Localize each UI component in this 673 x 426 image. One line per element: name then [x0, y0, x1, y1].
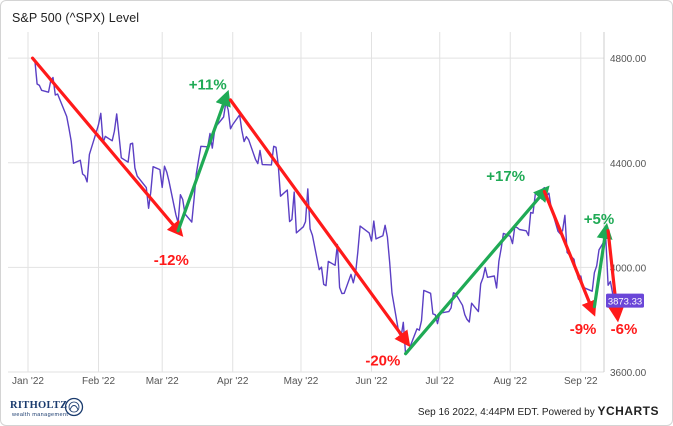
x-tick-label: Apr '22 — [217, 376, 249, 387]
decline-arrow — [542, 189, 597, 317]
last-value-badge-bg — [606, 293, 644, 308]
credit-text: Sep 16 2022, 4:44PM EDT. Powered by — [417, 407, 598, 418]
axes: 3600.00 4000.00 4400.00 4800.00 Jan '22 Feb '… — [12, 54, 647, 387]
grid-lines — [8, 32, 605, 373]
ycharts-brand[interactable]: YCHARTS — [597, 404, 659, 418]
x-tick-label: May '22 — [284, 376, 319, 387]
x-tick-label: Jan '22 — [12, 376, 44, 387]
x-tick-label: Jul '22 — [425, 376, 454, 387]
logo-sub-text: wealth management — [12, 412, 69, 418]
x-tick-label: Jun '22 — [356, 376, 388, 387]
decline-label: -6% — [611, 321, 638, 338]
last-value-text: 3873.33 — [608, 297, 642, 308]
x-tick-label: Sep '22 — [564, 376, 598, 387]
seal-icon — [64, 397, 84, 417]
price-line — [32, 58, 616, 356]
logo-main-text: RITHOLTZ — [10, 400, 68, 411]
gain-arrow — [404, 185, 550, 356]
annotations: -12% +11% -20% +17% -9% +5% -6% — [30, 56, 638, 369]
footer-credit: Sep 16 2022, 4:44PM EDT. Powered by YCHA… — [418, 404, 659, 418]
x-tick-label: Aug '22 — [493, 376, 527, 387]
x-tick-label: Mar '22 — [146, 376, 179, 387]
x-tick-label: Feb '22 — [82, 376, 115, 387]
gain-label: +11% — [189, 77, 227, 94]
y-tick-label: 4000.00 — [610, 263, 647, 274]
series — [32, 58, 616, 356]
gain-label: +17% — [486, 168, 525, 185]
decline-label: -9% — [570, 321, 597, 338]
y-tick-label: 4800.00 — [610, 54, 647, 65]
decline-arrow — [228, 98, 411, 348]
y-tick-label: 3600.00 — [610, 368, 647, 379]
decline-label: -20% — [365, 352, 400, 369]
decline-arrow — [30, 56, 184, 237]
chart-title: S&P 500 (^SPX) Level — [12, 11, 140, 25]
gain-label: +5% — [584, 211, 614, 228]
ritholtz-logo: RITHOLTZ wealth management — [10, 396, 90, 422]
last-value-badge: 3873.33 — [606, 293, 644, 308]
y-tick-label: 4400.00 — [610, 159, 647, 170]
gain-arrow — [176, 89, 231, 233]
gain-arrow — [592, 222, 613, 309]
decline-label: -12% — [154, 252, 189, 269]
